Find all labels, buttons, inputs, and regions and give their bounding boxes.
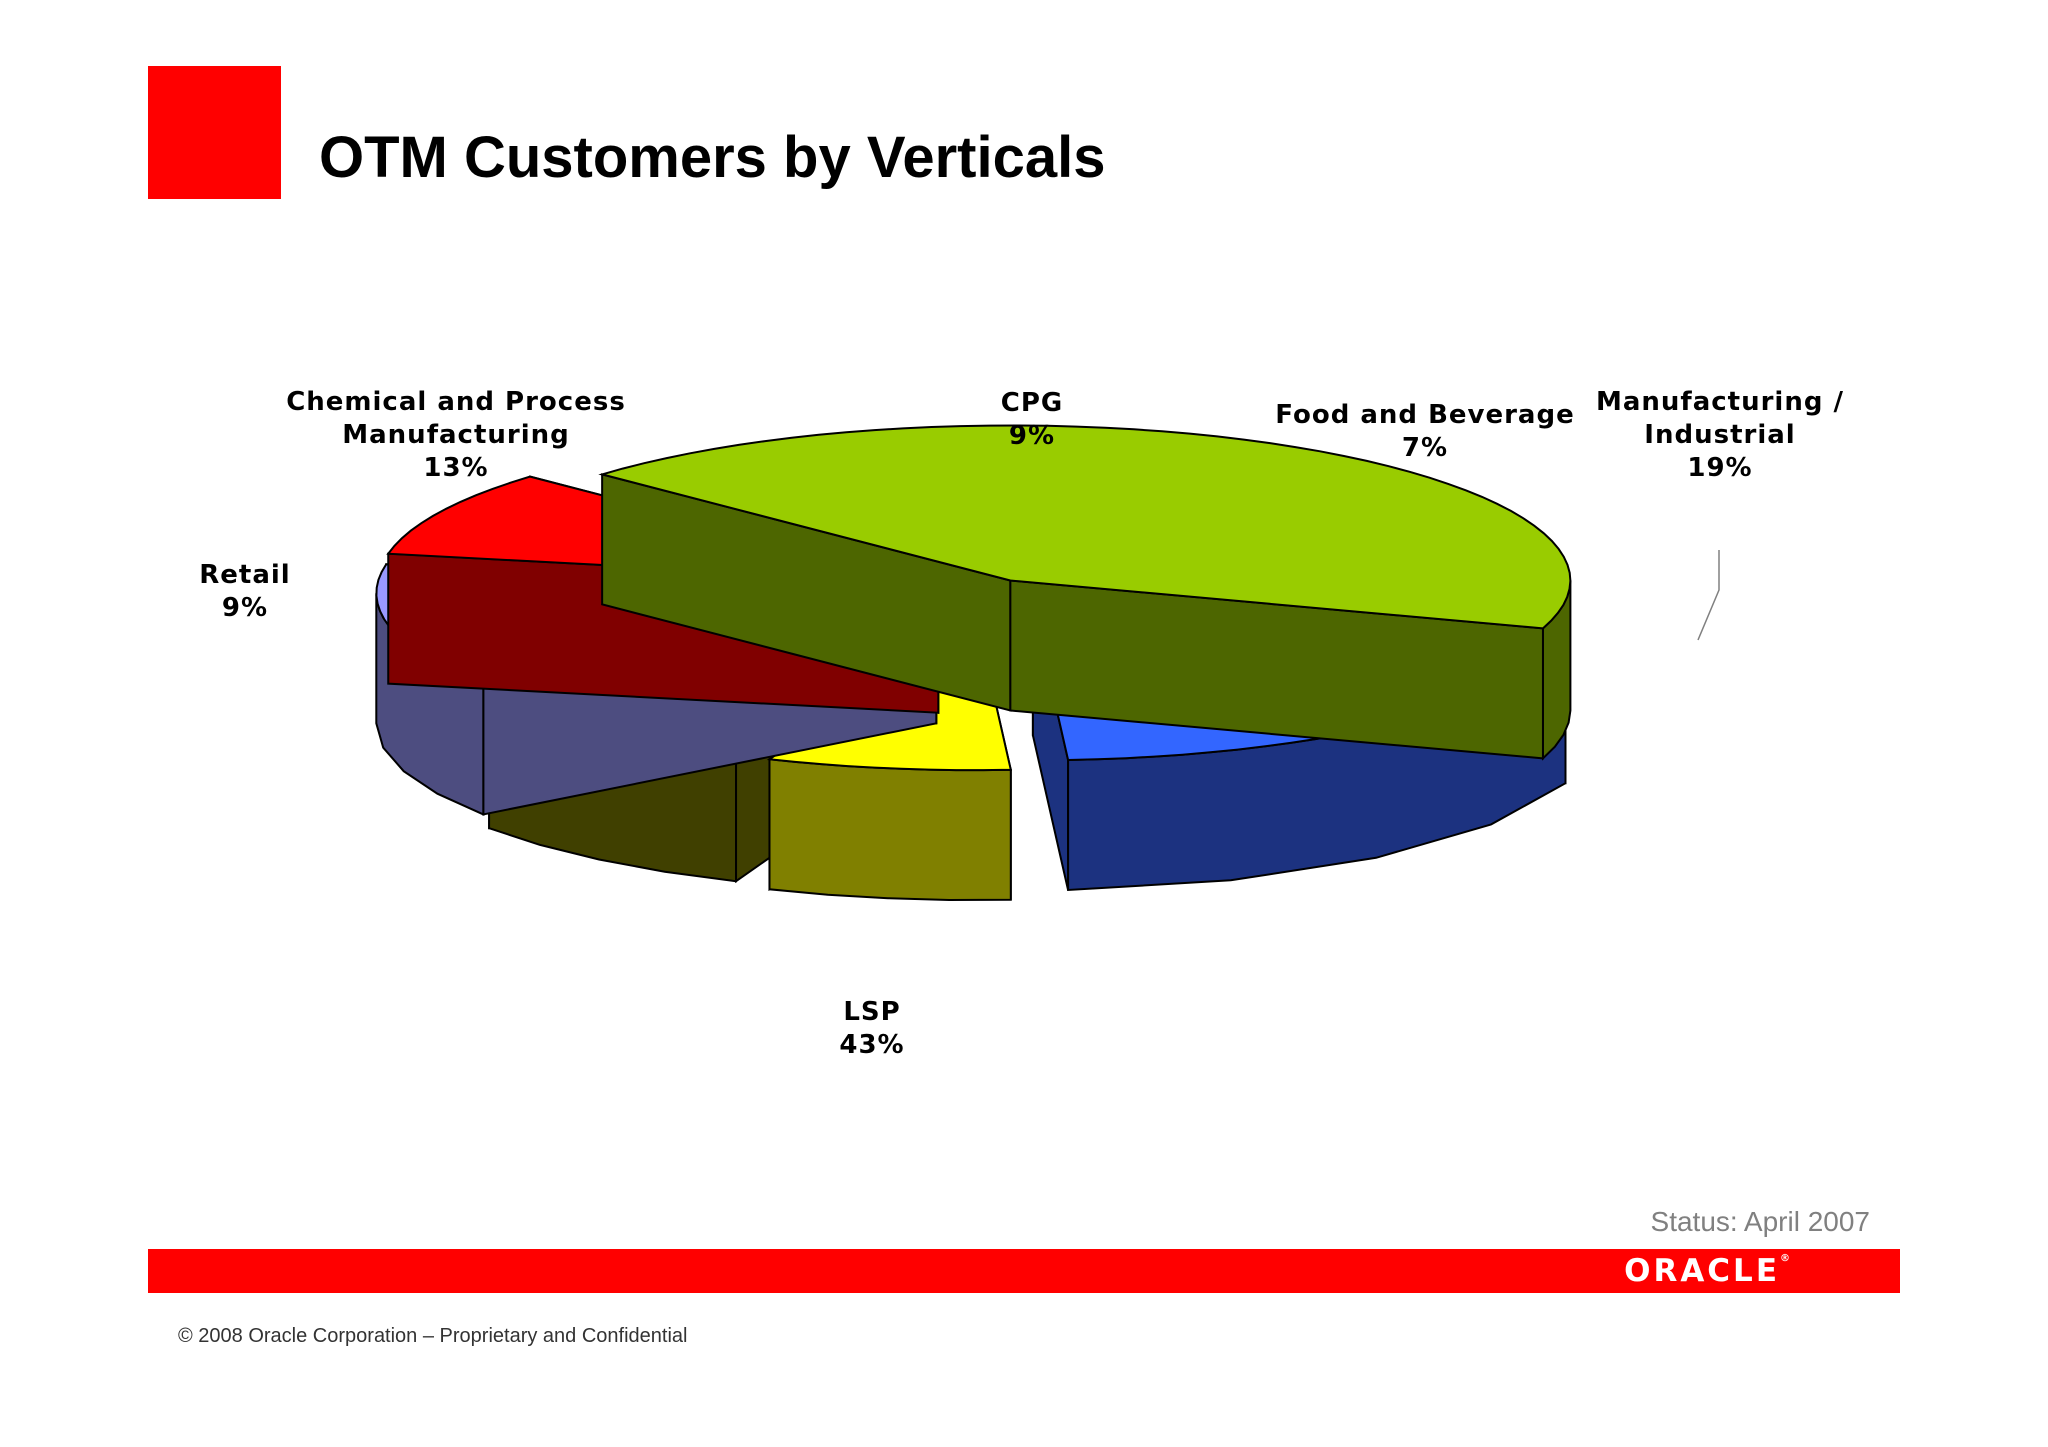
- slice-value-label: 9%: [222, 593, 268, 623]
- slice-value-label: 19%: [1687, 453, 1752, 483]
- registered-mark: ®: [1780, 1253, 1790, 1264]
- slice-value-label: 13%: [423, 453, 488, 483]
- copyright-text: © 2008 Oracle Corporation – Proprietary …: [178, 1325, 688, 1347]
- slice-category-label: Retail: [199, 560, 290, 590]
- oracle-logo: ORACLE®: [1624, 1253, 1790, 1289]
- leader-line: [1697, 550, 1720, 641]
- slice-category-label: LSP: [843, 997, 900, 1027]
- slice-category-label: Chemical and Process: [286, 387, 626, 417]
- slice-value-label: 9%: [1009, 421, 1055, 451]
- slice-category-label: Manufacturing: [342, 420, 570, 450]
- slice-category-label: Manufacturing /: [1596, 387, 1844, 417]
- brand-square: [148, 66, 281, 199]
- pie-slice: [598, 424, 1572, 761]
- footer-bar: ORACLE®: [148, 1249, 1900, 1293]
- oracle-logo-text: ORACLE: [1624, 1253, 1780, 1289]
- slice-category-label: CPG: [1001, 388, 1063, 418]
- slide-title: OTM Customers by Verticals: [319, 125, 1106, 190]
- slice-category-label: Industrial: [1644, 420, 1795, 450]
- slice-category-label: Food and Beverage: [1275, 400, 1574, 430]
- slice-top: [598, 424, 1572, 630]
- slice-value-label: 7%: [1402, 433, 1448, 463]
- slice-value-label: 43%: [839, 1030, 904, 1060]
- slice-rim: [768, 758, 1012, 902]
- status-text: Status: April 2007: [1650, 1206, 1870, 1237]
